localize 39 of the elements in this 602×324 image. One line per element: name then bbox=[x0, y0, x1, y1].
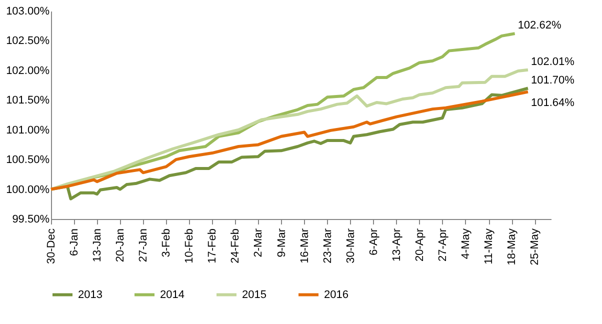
y-tick-label: 99.50% bbox=[12, 214, 50, 226]
x-tick-label: 3-Feb bbox=[160, 228, 173, 258]
x-tick-label: 24-Feb bbox=[230, 228, 242, 264]
y-tick-label: 102.00% bbox=[6, 64, 50, 77]
x-tick-label: 27-Jan bbox=[138, 228, 150, 262]
x-tick-label: 13-Apr bbox=[390, 228, 403, 262]
y-tick-label: 102.50% bbox=[6, 35, 50, 48]
x-tick-label: 23-Mar bbox=[322, 228, 334, 264]
legend-label: 2013 bbox=[78, 288, 102, 301]
x-tick-label: 6-Jan bbox=[68, 228, 81, 256]
legend-label: 2015 bbox=[242, 288, 266, 301]
x-tick-label: 17-Feb bbox=[206, 228, 219, 264]
x-tick-label: 25-May bbox=[529, 228, 542, 266]
y-tick-label: 103.00% bbox=[6, 6, 50, 18]
annotation: 101.70% bbox=[530, 74, 575, 86]
x-tick-label: 30-Dec bbox=[46, 228, 58, 264]
x-tick-label: 30-Mar bbox=[344, 228, 357, 264]
annotation: 102.01% bbox=[530, 56, 575, 68]
annotation: 102.62% bbox=[518, 20, 562, 32]
x-tick-label: 4-May bbox=[460, 228, 472, 260]
x-tick-label: 11-May bbox=[483, 228, 495, 264]
annotation: 101.64% bbox=[530, 96, 575, 109]
x-tick-label: 18-May bbox=[506, 228, 518, 266]
x-tick-label: 20-Jan bbox=[114, 228, 127, 262]
x-tick-label: 16-Mar bbox=[298, 228, 311, 264]
x-tick-label: 10-Feb bbox=[184, 228, 196, 264]
y-tick-label: 100.00% bbox=[6, 184, 50, 196]
line-series bbox=[50, 68, 530, 191]
legend-label: 2016 bbox=[324, 288, 348, 301]
x-tick-label: 20-Apr bbox=[414, 228, 426, 262]
y-tick-label: 101.00% bbox=[6, 124, 50, 136]
x-tick-label: 13-Jan bbox=[92, 228, 104, 262]
y-tick-label: 100.50% bbox=[6, 154, 50, 166]
x-tick-label: 27-Apr bbox=[436, 228, 449, 262]
x-tick-label: 6-Apr bbox=[368, 228, 380, 256]
x-tick-label: 2-Mar bbox=[252, 228, 265, 258]
y-tick-label: 101.50% bbox=[6, 94, 50, 107]
x-tick-label: 9-Mar bbox=[276, 228, 288, 258]
legend-label: 2014 bbox=[160, 288, 184, 301]
